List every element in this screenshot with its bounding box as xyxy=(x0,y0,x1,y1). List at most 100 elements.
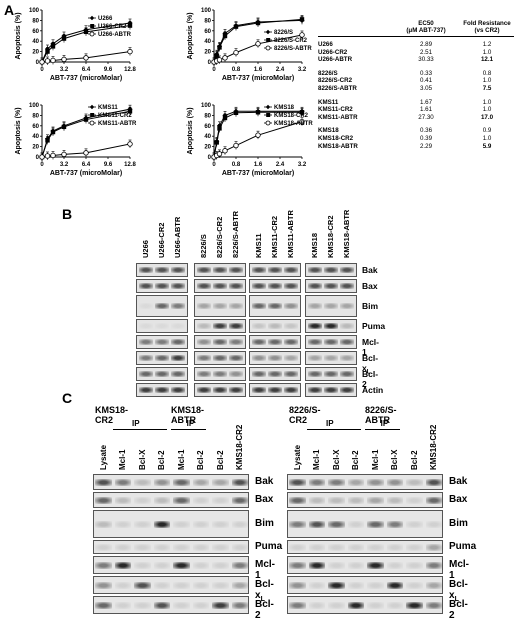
band xyxy=(406,521,423,528)
band xyxy=(308,339,322,345)
band xyxy=(114,602,131,609)
x-tick-label: 3.2 xyxy=(298,67,307,73)
ec50-value: 1.61 xyxy=(419,106,433,114)
band xyxy=(155,267,169,273)
band xyxy=(367,544,384,551)
band xyxy=(192,544,209,551)
ec50-value: 2.51 xyxy=(419,48,433,56)
band xyxy=(324,339,338,345)
band xyxy=(197,387,211,393)
band xyxy=(340,283,354,289)
band xyxy=(289,479,306,486)
band xyxy=(386,497,403,504)
band xyxy=(192,562,209,569)
cell-line: 8226/S-CR2 xyxy=(318,77,353,85)
data-point xyxy=(255,20,261,26)
y-tick-label: 20 xyxy=(32,50,39,56)
band xyxy=(284,339,298,345)
band xyxy=(289,602,306,609)
band xyxy=(268,267,282,273)
x-tick-label: 0.8 xyxy=(232,162,241,168)
x-tick-label: 6.4 xyxy=(82,162,91,168)
fold-value: 1.0 xyxy=(482,106,492,114)
band xyxy=(95,479,112,486)
fold-value: 1.0 xyxy=(482,98,492,106)
band xyxy=(347,479,364,486)
data-point xyxy=(45,49,50,54)
band xyxy=(308,479,325,486)
x-tick-label: 12.8 xyxy=(124,67,136,73)
data-point xyxy=(39,59,45,65)
cell-line: U266-CR2 xyxy=(318,48,348,56)
blot-strip xyxy=(287,474,443,490)
band xyxy=(155,303,169,309)
band xyxy=(231,497,248,504)
y-tick-label: 60 xyxy=(32,29,39,35)
band xyxy=(328,562,345,569)
band xyxy=(268,387,282,393)
band xyxy=(153,521,170,528)
band xyxy=(284,283,298,289)
cell-line: KMS11-ABTR xyxy=(318,113,358,121)
band xyxy=(114,544,131,551)
cell-line: KMS11 xyxy=(318,98,339,106)
band xyxy=(268,323,282,329)
y-axis-label: Apoptosis (%) xyxy=(187,12,194,59)
band xyxy=(139,267,153,273)
x-axis-label: ABT-737 (microMolar) xyxy=(50,75,122,82)
band xyxy=(153,497,170,504)
table-row: 8226/S-CR2 0.41 1.0 xyxy=(318,77,514,85)
lane-label: Mcl-1 xyxy=(176,449,186,470)
band xyxy=(406,562,423,569)
band xyxy=(153,602,170,609)
lane-label: KMS18-CR2 xyxy=(235,424,245,470)
legend-marker xyxy=(89,31,95,37)
lane-label: 8226/S-CR2 xyxy=(215,216,224,258)
legend-marker xyxy=(265,29,271,35)
band xyxy=(425,562,442,569)
legend-entry: KMS18-CR2 xyxy=(274,113,309,119)
y-tick-label: 0 xyxy=(36,155,40,161)
data-point xyxy=(45,138,50,143)
band xyxy=(284,323,298,329)
ip-marker: IP xyxy=(380,419,389,428)
data-point xyxy=(50,57,56,64)
band xyxy=(155,355,169,361)
chart-kms18: 0 20 40 60 80 100 0 0.8 1.6 2.4 3.2 ABT-737 (microM… xyxy=(187,103,313,177)
band xyxy=(340,387,354,393)
lane-label: Lysate xyxy=(292,444,302,470)
cell-line: KMS18 xyxy=(318,127,339,135)
band xyxy=(324,303,338,309)
x-tick-label: 0 xyxy=(40,67,44,73)
data-point xyxy=(83,55,89,61)
data-point xyxy=(217,45,222,50)
band xyxy=(289,497,306,504)
band xyxy=(308,267,322,273)
band xyxy=(425,544,442,551)
band xyxy=(95,602,112,609)
cell-line: KMS18-CR2 xyxy=(318,134,354,142)
band xyxy=(347,562,364,569)
ip-marker: IP xyxy=(326,419,334,428)
band xyxy=(308,602,325,609)
lane-label: KMS11-ABTR xyxy=(286,210,295,258)
lane-label: Mcl-1 xyxy=(370,449,380,470)
legend-marker xyxy=(265,45,271,51)
band xyxy=(308,283,322,289)
legend-entry: 8226/S-ABTR xyxy=(274,46,312,52)
band xyxy=(229,387,243,393)
lane-label: Bcl-2 xyxy=(157,450,167,470)
ec50-value: 2.29 xyxy=(419,142,433,150)
row-label-0: Bak xyxy=(362,265,378,275)
blot-strip xyxy=(305,351,357,365)
band xyxy=(229,323,243,329)
band xyxy=(171,355,185,361)
y-tick-label: 0 xyxy=(36,60,40,66)
band xyxy=(171,283,185,289)
band xyxy=(252,303,266,309)
cell-line: U266 xyxy=(318,41,333,48)
data-point xyxy=(44,153,51,159)
row-label-1: Bax xyxy=(362,281,378,291)
x-tick-label: 2.4 xyxy=(276,162,285,168)
ip-title: KMS18-CR2 xyxy=(95,405,129,425)
